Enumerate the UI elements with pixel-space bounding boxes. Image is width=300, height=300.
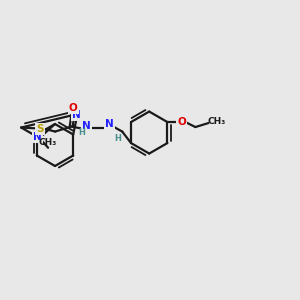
Text: H: H — [78, 128, 85, 137]
Text: S: S — [37, 124, 44, 134]
Text: N: N — [105, 118, 114, 129]
Text: CH₃: CH₃ — [207, 117, 226, 126]
Text: O: O — [69, 103, 78, 112]
Text: N: N — [82, 121, 91, 130]
Text: N: N — [33, 132, 42, 142]
Text: N: N — [72, 110, 81, 120]
Text: CH₃: CH₃ — [39, 138, 57, 147]
Text: H: H — [114, 134, 121, 143]
Text: O: O — [177, 117, 186, 127]
